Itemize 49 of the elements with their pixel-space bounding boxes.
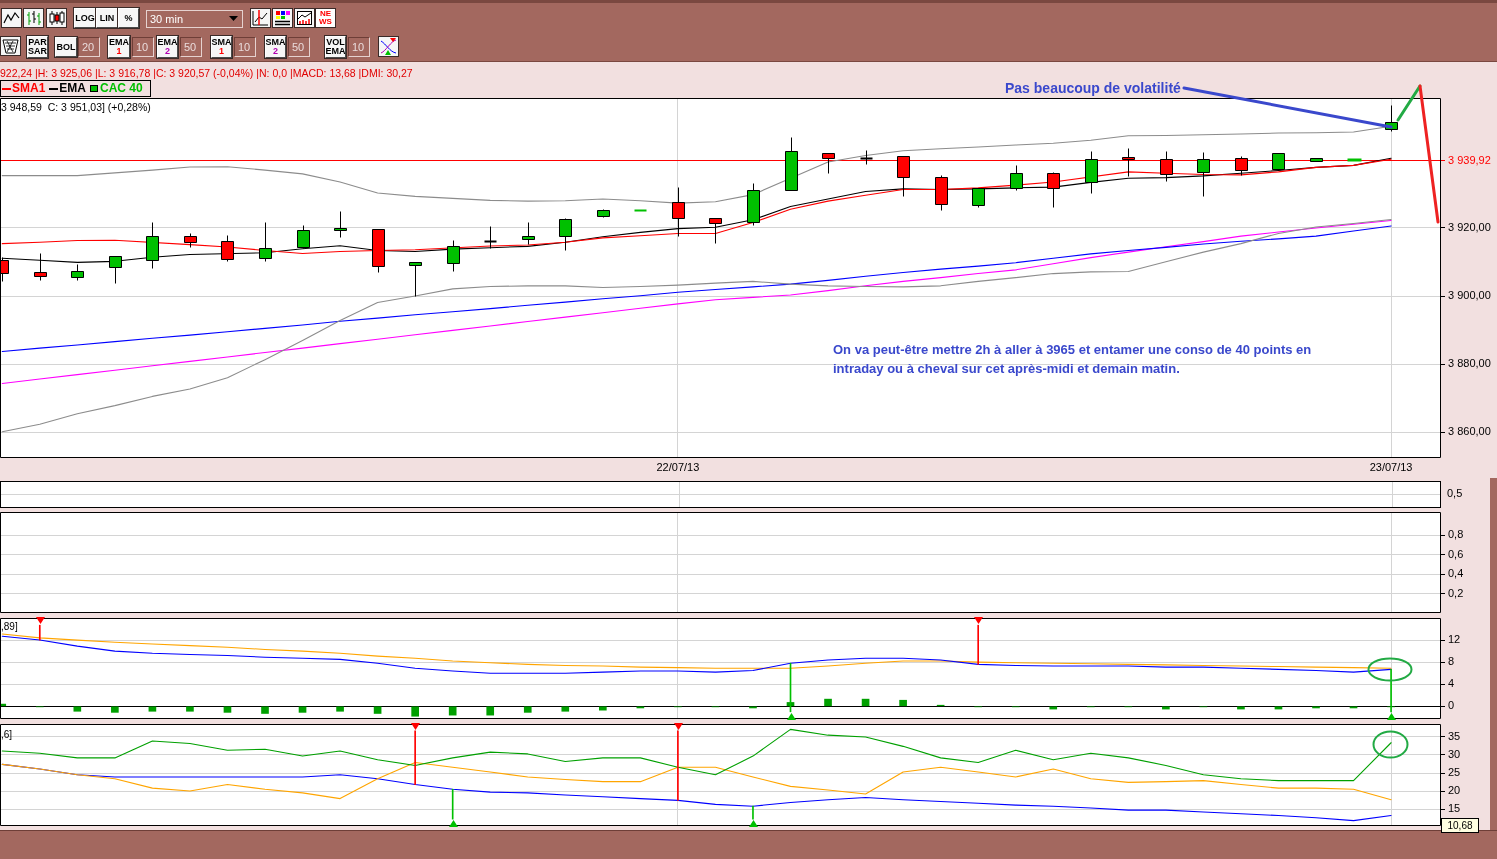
y-tick-label: 0,6 (1448, 547, 1464, 560)
text: 0,5 (1447, 487, 1463, 499)
y-tick-label: 0,2 (1448, 586, 1464, 599)
y-tick-label: 35 (1448, 730, 1461, 743)
legend-label: CAC 40 (100, 81, 143, 95)
annotation: 3 948,59 C: 3 951,03] (+0,28%) (1, 101, 151, 113)
button: EMA 1 (108, 36, 130, 58)
news-icon: NEWS (315, 8, 336, 28)
text: 922,24 |H: 3 925,06 |L: 3 916,78 |C: 3 920,57 (-0,04%) |N: 0,0 |MACD: 13,68 |DMI: 30,27 (0, 67, 413, 79)
y-tick-label: 3 880,00 (1448, 357, 1491, 370)
number-field: 10 (234, 37, 256, 57)
button: BOL (55, 37, 77, 57)
annotation: ,6] (1, 729, 13, 740)
number-field: 20 (78, 37, 100, 57)
x-tick-label: 22/07/13 (656, 460, 700, 473)
legend-label: SMA1 (12, 81, 46, 95)
annotation: Pas beaucoup de volatilité (1005, 80, 1181, 96)
button: PAR SAR (27, 36, 48, 58)
ref-line-label: 3 939,92 (1448, 153, 1491, 166)
y-tick-label: 0,4 (1448, 567, 1464, 580)
button: LIN (96, 8, 118, 28)
number-field: 10 (132, 37, 154, 57)
y-tick-label: 3 860,00 (1448, 425, 1491, 438)
button: EMA 2 (157, 36, 178, 58)
legend-label: EMA (59, 81, 87, 95)
text: 10,68 (1441, 818, 1479, 833)
y-tick-label: 12 (1448, 633, 1461, 646)
y-tick-label: 0 (1448, 699, 1455, 712)
y-tick-label: 3 900,00 (1448, 289, 1491, 302)
y-tick-label: 15 (1448, 802, 1461, 815)
y-tick-label: 30 (1448, 748, 1461, 761)
y-tick-label: 4 (1448, 677, 1455, 690)
dropdown: 30 min (146, 10, 243, 28)
y-tick-label: 8 (1448, 655, 1455, 668)
y-tick-label: 25 (1448, 766, 1461, 779)
y-tick-label: 3 920,00 (1448, 221, 1491, 234)
number-field: 10 (348, 37, 370, 57)
annotation: ,89] (1, 621, 18, 632)
annotation: On va peut-être mettre 2h à aller à 3965 et entamer une conso de 40 points en intraday ou à cheval sur cet après-midi et demain matin. (833, 341, 1313, 378)
x-tick-label: 23/07/13 (1369, 460, 1413, 473)
button: VOL EMA (325, 36, 346, 58)
y-tick-label: 0,8 (1448, 528, 1464, 541)
button: SMA 2 (265, 36, 286, 58)
number-field: 50 (180, 37, 202, 57)
button: LOG (74, 8, 96, 28)
number-field: 50 (288, 37, 310, 57)
button: SMA 1 (211, 36, 232, 58)
y-tick-label: 20 (1448, 784, 1461, 797)
button: % (118, 8, 139, 28)
